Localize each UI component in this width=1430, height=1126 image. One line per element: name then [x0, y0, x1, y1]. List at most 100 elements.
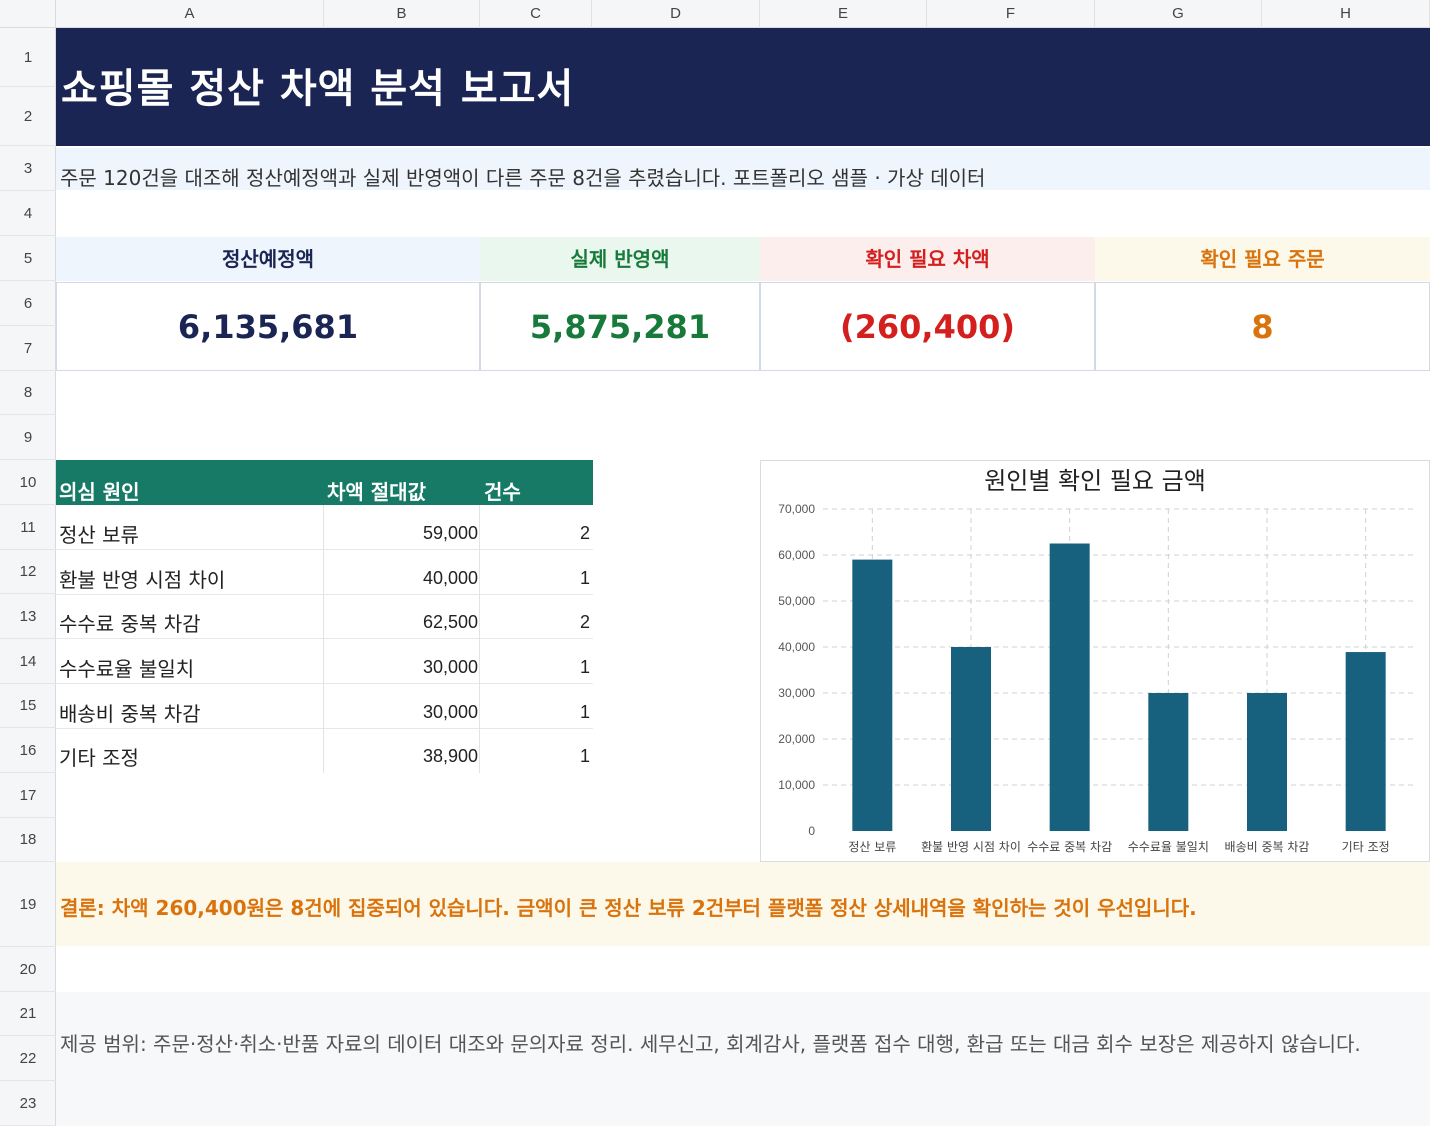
cell-cause: 환불 반영 시점 차이 — [59, 568, 226, 592]
title-banner: 쇼핑몰 정산 차액 분석 보고서 — [56, 28, 1430, 146]
conclusion-band: 결론: 차액 260,400원은 8건에 집중되어 있습니다. 금액이 큰 정산… — [56, 862, 1430, 946]
row-header-10[interactable]: 10 — [0, 460, 56, 505]
row-header-23[interactable]: 23 — [0, 1081, 56, 1126]
conclusion-text: 결론: 차액 260,400원은 8건에 집중되어 있습니다. 금액이 큰 정산… — [60, 896, 1197, 920]
row-header-12[interactable]: 12 — [0, 550, 56, 594]
header-amount: 차액 절대값 — [327, 480, 426, 504]
y-tick-label: 0 — [808, 824, 815, 838]
row-header-11[interactable]: 11 — [0, 505, 56, 550]
row-header-bar: 1 2 3 4 5 6 7 8 9 10 11 12 13 14 15 16 1… — [0, 28, 56, 1126]
header-count: 건수 — [484, 480, 521, 504]
column-divider — [323, 505, 324, 773]
column-header-d[interactable]: D — [592, 0, 760, 28]
table-row[interactable]: 수수료 중복 차감 62,500 2 — [56, 594, 593, 639]
cause-table-header: 의심 원인 차액 절대값 건수 — [56, 460, 593, 505]
chart-canvas: 원인별 확인 필요 금액 0 10,000 20,000 30,000 40,000 50,… — [778, 467, 1415, 854]
y-tick-label: 40,000 — [778, 640, 815, 654]
table-row[interactable]: 배송비 중복 차감 30,000 1 — [56, 684, 593, 729]
cause-amount-chart[interactable]: 원인별 확인 필요 금액 0 10,000 20,000 30,000 40,000 50,… — [760, 460, 1430, 862]
bar — [852, 559, 893, 831]
column-header-a[interactable]: A — [56, 0, 324, 28]
cell-amount: 30,000 — [422, 702, 478, 722]
bar — [1247, 693, 1287, 831]
row-header-1[interactable]: 1 — [0, 28, 56, 87]
cell-cause: 정산 보류 — [59, 523, 139, 547]
x-tick-label: 기타 조정 — [1342, 840, 1390, 854]
row-header-5[interactable]: 5 — [0, 236, 56, 281]
bar — [951, 647, 991, 831]
y-tick-label: 50,000 — [778, 594, 815, 608]
y-tick-label: 20,000 — [778, 732, 815, 746]
x-tick-label: 수수료 중복 차감 — [1027, 840, 1112, 854]
row-header-17[interactable]: 17 — [0, 773, 56, 818]
column-header-e[interactable]: E — [760, 0, 927, 28]
column-header-h[interactable]: H — [1262, 0, 1430, 28]
x-tick-label: 정산 보류 — [848, 840, 896, 854]
cell-cause: 배송비 중복 차감 — [59, 702, 201, 726]
row-header-3[interactable]: 3 — [0, 146, 56, 191]
row-header-22[interactable]: 22 — [0, 1036, 56, 1081]
row-header-21[interactable]: 21 — [0, 992, 56, 1036]
cell-amount: 30,000 — [422, 657, 478, 677]
row-header-15[interactable]: 15 — [0, 684, 56, 728]
kpi-value-difference: (260,400) — [760, 282, 1095, 371]
report-subtitle: 주문 120건을 대조해 정산예정액과 실제 반영액이 다른 주문 8건을 추렸… — [60, 166, 986, 190]
x-tick-label: 수수료율 불일치 — [1128, 840, 1209, 854]
report-title: 쇼핑몰 정산 차액 분석 보고서 — [61, 66, 575, 112]
cell-amount: 62,500 — [422, 612, 478, 632]
column-header-b[interactable]: B — [324, 0, 480, 28]
y-tick-label: 30,000 — [778, 686, 815, 700]
scope-text: 제공 범위: 주문·정산·취소·반품 자료의 데이터 대조와 문의자료 정리. … — [60, 1032, 1361, 1056]
kpi-label-expected: 정산예정액 — [56, 237, 480, 281]
column-header-c[interactable]: C — [480, 0, 592, 28]
table-row[interactable]: 환불 반영 시점 차이 40,000 1 — [56, 550, 593, 595]
cell-amount: 40,000 — [422, 568, 478, 588]
kpi-value-actual: 5,875,281 — [480, 282, 760, 371]
row-header-20[interactable]: 20 — [0, 947, 56, 992]
column-header-bar: A B C D E F G H — [0, 0, 1430, 28]
column-header-g[interactable]: G — [1095, 0, 1262, 28]
cell-cause: 수수료율 불일치 — [59, 657, 195, 681]
bar — [1345, 652, 1386, 831]
x-tick-label: 배송비 중복 차감 — [1225, 840, 1310, 854]
row-header-18[interactable]: 18 — [0, 818, 56, 862]
y-tick-label: 60,000 — [778, 548, 815, 562]
row-header-9[interactable]: 9 — [0, 415, 56, 460]
kpi-label-orders: 확인 필요 주문 — [1095, 237, 1430, 281]
header-cause: 의심 원인 — [59, 480, 140, 504]
row-header-2[interactable]: 2 — [0, 87, 56, 146]
row-header-19[interactable]: 19 — [0, 862, 56, 947]
cell-count: 2 — [579, 523, 590, 543]
kpi-value-expected: 6,135,681 — [56, 282, 480, 371]
row-header-16[interactable]: 16 — [0, 728, 56, 773]
cell-count: 2 — [579, 612, 590, 632]
row-header-8[interactable]: 8 — [0, 371, 56, 415]
column-divider — [479, 505, 480, 773]
table-row[interactable]: 기타 조정 38,900 1 — [56, 728, 593, 773]
kpi-value-orders: 8 — [1095, 282, 1430, 371]
bar — [1148, 693, 1189, 831]
table-row[interactable]: 정산 보류 59,000 2 — [56, 505, 593, 550]
kpi-label-difference: 확인 필요 차액 — [760, 237, 1095, 281]
cell-count: 1 — [579, 702, 590, 722]
cell-count: 1 — [579, 568, 590, 588]
table-row[interactable]: 수수료율 불일치 30,000 1 — [56, 639, 593, 684]
row-header-13[interactable]: 13 — [0, 594, 56, 639]
chart-title: 원인별 확인 필요 금액 — [984, 467, 1206, 495]
column-header-f[interactable]: F — [927, 0, 1095, 28]
select-all-corner[interactable] — [0, 0, 56, 28]
cell-count: 1 — [579, 657, 590, 677]
cell-count: 1 — [579, 746, 590, 766]
cell-amount: 38,900 — [422, 746, 478, 766]
y-tick-label: 10,000 — [778, 778, 815, 792]
bar — [1049, 543, 1090, 831]
cell-amount: 59,000 — [422, 523, 478, 543]
cell-cause: 수수료 중복 차감 — [59, 612, 201, 636]
row-header-4[interactable]: 4 — [0, 191, 56, 236]
row-header-6[interactable]: 6 — [0, 281, 56, 326]
row-header-14[interactable]: 14 — [0, 639, 56, 684]
subtitle-band: 주문 120건을 대조해 정산예정액과 실제 반영액이 다른 주문 8건을 추렸… — [56, 148, 1430, 190]
row-header-7[interactable]: 7 — [0, 326, 56, 371]
x-tick-label: 환불 반영 시점 차이 — [921, 840, 1021, 854]
y-tick-label: 70,000 — [778, 502, 815, 516]
